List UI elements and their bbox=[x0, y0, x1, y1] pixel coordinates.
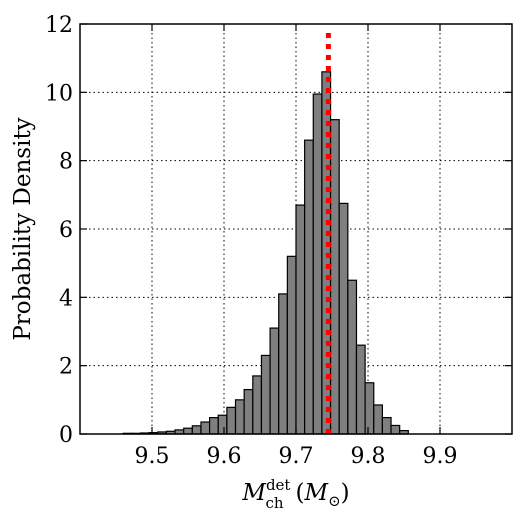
histogram-bar bbox=[217, 414, 228, 435]
axis-ticks bbox=[80, 23, 512, 435]
histogram-bar bbox=[209, 417, 219, 435]
histogram-bar bbox=[338, 202, 349, 435]
histogram-bar bbox=[226, 406, 237, 435]
histogram-bar bbox=[347, 279, 358, 435]
y-tick-label: 10 bbox=[45, 81, 73, 106]
x-axis-label-superscript: det bbox=[266, 476, 291, 494]
x-tick-labels: 9.5 9.6 9.7 9.8 9.9 bbox=[135, 444, 458, 469]
histogram-bar bbox=[321, 71, 332, 435]
x-tick-label: 9.7 bbox=[279, 444, 314, 469]
histogram-bar bbox=[381, 417, 392, 435]
histogram-bar bbox=[312, 93, 323, 435]
y-axis-label: Probability Density bbox=[10, 117, 36, 340]
histogram-bar bbox=[243, 388, 254, 435]
y-tick-labels: 0 2 4 6 8 10 12 bbox=[45, 13, 73, 448]
histogram-bar bbox=[252, 375, 263, 435]
histogram-bar bbox=[286, 255, 297, 435]
x-tick-label: 9.8 bbox=[351, 444, 386, 469]
x-axis-label-subscript: ch bbox=[265, 494, 283, 512]
histogram-bar bbox=[355, 344, 366, 435]
x-axis-label: Mdet ch (M⊙) bbox=[241, 476, 349, 512]
y-tick-label: 6 bbox=[59, 218, 73, 243]
histogram-bar bbox=[234, 399, 245, 435]
histogram-bars bbox=[122, 71, 409, 435]
x-tick-label: 9.9 bbox=[423, 444, 458, 469]
histogram-bar bbox=[295, 204, 306, 435]
histogram-bar bbox=[183, 427, 193, 435]
histogram-bar bbox=[260, 354, 271, 435]
x-axis-unit-close: ) bbox=[341, 480, 350, 506]
y-tick-label: 12 bbox=[45, 13, 73, 38]
histogram-bar bbox=[269, 327, 280, 435]
x-tick-label: 9.5 bbox=[135, 444, 170, 469]
x-axis-unit-open: ( bbox=[296, 480, 305, 506]
histogram-bar bbox=[390, 424, 401, 435]
y-tick-label: 4 bbox=[59, 286, 73, 311]
histogram-bar bbox=[304, 139, 314, 435]
histogram-bar bbox=[191, 425, 202, 435]
histogram-bar bbox=[329, 119, 340, 435]
x-axis-unit-subscript: ⊙ bbox=[328, 492, 341, 510]
x-tick-label: 9.6 bbox=[207, 444, 242, 469]
histogram-bar bbox=[373, 404, 384, 435]
x-axis-label-symbol: M bbox=[241, 480, 267, 506]
y-tick-label: 8 bbox=[59, 150, 73, 175]
y-tick-label: 0 bbox=[59, 423, 73, 448]
x-axis-unit-symbol: M bbox=[304, 480, 330, 506]
histogram-bar bbox=[364, 382, 375, 435]
histogram-bar bbox=[278, 293, 288, 435]
histogram-bar bbox=[200, 421, 211, 435]
y-tick-label: 2 bbox=[59, 355, 73, 380]
